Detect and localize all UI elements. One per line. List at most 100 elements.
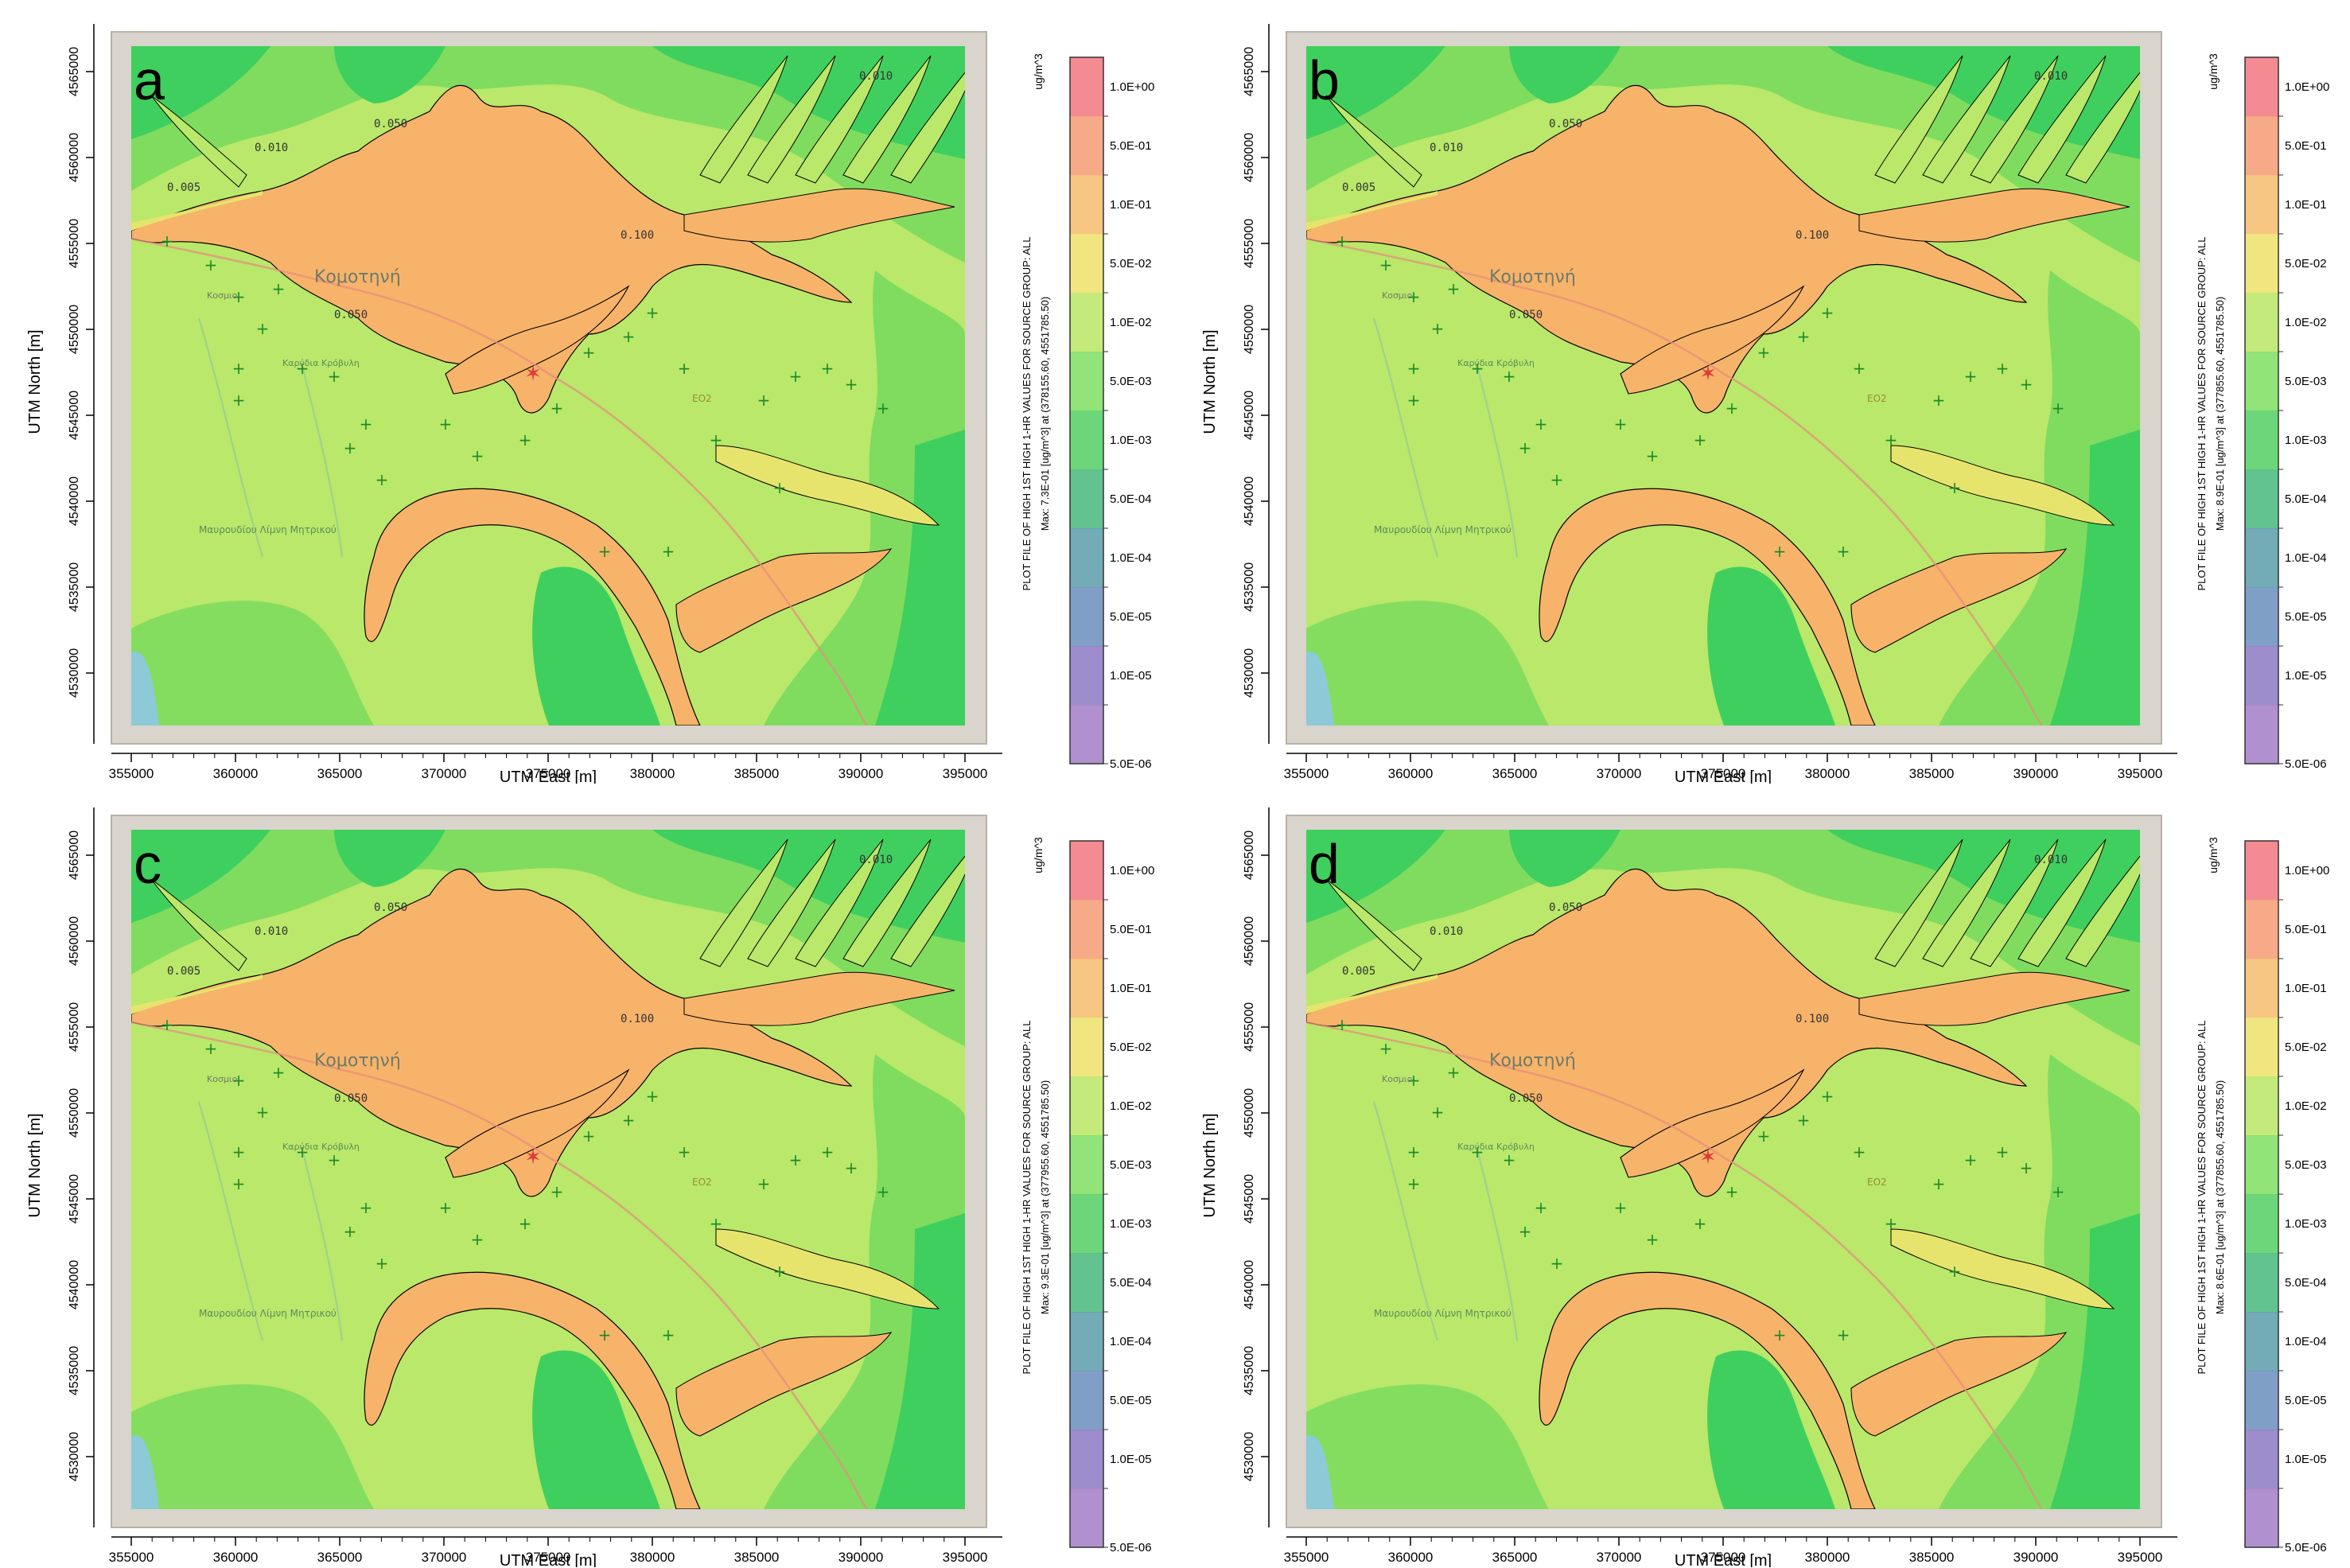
receptor-marker: + xyxy=(1885,1214,1898,1233)
map-label-village2: Καρύδια Κρόβυλη xyxy=(1457,1142,1535,1152)
x-tick-label: 380000 xyxy=(630,1550,675,1565)
receptor-marker: + xyxy=(821,1142,835,1161)
map-label-lagoon: Μαυρουδίου Λίμνη Μητρικού xyxy=(1374,524,1512,535)
receptor-marker: + xyxy=(789,367,803,386)
receptor-marker: + xyxy=(551,399,564,418)
receptor-marker: + xyxy=(1519,1222,1532,1241)
colorbar-swatch xyxy=(2245,528,2278,588)
plume-high-concentration xyxy=(1306,85,2028,414)
receptor-marker: + xyxy=(1407,391,1421,410)
y-tick-label: 4565000 xyxy=(68,831,81,880)
colorbar-swatch xyxy=(1070,175,1103,235)
y-tick-label: 4540000 xyxy=(1243,1260,1256,1309)
receptor-marker: + xyxy=(1964,367,1978,386)
y-tick-label: 4530000 xyxy=(1243,648,1256,698)
map-label-lagoon: Μαυρουδίου Λίμνη Μητρικού xyxy=(1374,1308,1512,1319)
receptor-marker: + xyxy=(2052,1182,2065,1201)
colorbar-swatch xyxy=(1070,587,1103,647)
receptor-marker: + xyxy=(375,470,389,489)
receptor-marker: + xyxy=(582,343,596,362)
colorbar-swatch xyxy=(2245,57,2278,117)
colorbar-swatch xyxy=(1070,1430,1103,1489)
x-tick-label: 395000 xyxy=(943,766,988,781)
road-line xyxy=(131,1021,868,1509)
axes: 355000 360000 365000 370000 375000 380000 3850… xyxy=(1201,24,2177,781)
colorbar-swatch xyxy=(1070,352,1103,411)
receptor-marker: + xyxy=(375,1254,389,1273)
receptor-marker: + xyxy=(1885,430,1898,449)
colorbar-unit: ug/m^3 xyxy=(1032,53,1045,90)
colorbar-label: 5.0E-02 xyxy=(2285,1041,2327,1054)
colorbar-swatch xyxy=(2245,1194,2278,1254)
receptor-marker: + xyxy=(877,399,890,418)
receptor-marker: + xyxy=(757,1174,771,1193)
receptor-marker: + xyxy=(1853,1142,1866,1161)
contour-label: 0.005 xyxy=(1342,181,1375,194)
x-tick-label: 355000 xyxy=(109,1550,154,1565)
y-tick-label: 4550000 xyxy=(1243,305,1256,354)
receptor-marker: + xyxy=(710,430,723,449)
contour-label: 0.010 xyxy=(2034,70,2068,83)
contour-label: 0.050 xyxy=(1509,309,1543,321)
plume-high-concentration xyxy=(1306,869,2028,1197)
colorbar-swatch xyxy=(2245,587,2278,647)
y-axis-label: UTM North [m] xyxy=(26,329,44,434)
colorbar-swatch xyxy=(1070,234,1103,294)
colorbar-swatch xyxy=(1070,1253,1103,1313)
road-line xyxy=(1306,237,2043,726)
receptor-marker: + xyxy=(471,1230,484,1249)
panel-letter: b xyxy=(1309,49,1340,111)
contour-label: 0.050 xyxy=(1549,901,1582,914)
x-tick-label: 360000 xyxy=(213,766,259,781)
map-label-city: Κομοτηνή xyxy=(314,267,401,287)
source-marker: ✶ xyxy=(524,1146,542,1169)
receptor-marker: + xyxy=(773,1262,787,1281)
receptor-marker: + xyxy=(773,478,787,497)
colorbar-label: 1.0E+00 xyxy=(2285,80,2329,94)
receptor-marker: + xyxy=(328,367,341,386)
y-tick-label: 4560000 xyxy=(1243,916,1256,966)
colorbar-label: 5.0E-04 xyxy=(2285,492,2327,506)
y-tick-label: 4565000 xyxy=(1243,831,1256,880)
map-plot-a: +++ ++++++++++++++++++++ +++++ +✶0.0100.050… xyxy=(26,24,1154,784)
receptor-marker: + xyxy=(1471,1142,1484,1161)
colorbar-swatch xyxy=(2245,1488,2278,1548)
colorbar-label: 1.0E-04 xyxy=(2285,1335,2327,1348)
receptor-marker: + xyxy=(204,255,218,274)
map-label-city: Κομοτηνή xyxy=(1489,267,1576,287)
receptor-marker: + xyxy=(296,359,309,378)
colorbar-label: 1.0E-02 xyxy=(2285,1099,2327,1113)
colorbar-swatch xyxy=(1070,1371,1103,1430)
x-tick-label: 355000 xyxy=(1284,766,1329,781)
receptor-marker: + xyxy=(1431,1103,1445,1122)
colorbar-swatch xyxy=(1070,410,1103,470)
receptor-marker: + xyxy=(662,542,675,561)
y-tick-label: 4530000 xyxy=(68,648,81,698)
receptor-marker: + xyxy=(471,446,484,465)
receptor-marker: + xyxy=(1726,399,1739,418)
panel-d: + + + + + + + + + + + + + + + + + + + + + + + + + + + + + ✶ 0.010 0.050… xyxy=(1175,784,2350,1567)
x-tick-label: 365000 xyxy=(317,766,363,781)
map-plot-b: + + + + + + + + + + + + + + + + + + + + + + + + + + + + + ✶ 0.010 0.050… xyxy=(1201,24,2329,784)
receptor-marker: + xyxy=(1614,414,1628,434)
colorbar-swatch xyxy=(1070,1194,1103,1254)
colorbar-label: 5.0E-01 xyxy=(1110,923,1152,936)
map-label-village: Κοσμιο xyxy=(207,1074,238,1084)
receptor-marker: + xyxy=(582,1126,596,1146)
colorbar-swatch xyxy=(2245,175,2278,235)
receptor-marker: + xyxy=(256,1103,270,1122)
receptor-marker: + xyxy=(344,438,357,457)
colorbar-label: 5.0E-03 xyxy=(1110,375,1152,388)
contour-label: 0.005 xyxy=(1342,965,1375,978)
road-line xyxy=(131,237,868,726)
x-tick-label: 370000 xyxy=(1597,1550,1642,1565)
contour-label: 0.100 xyxy=(1796,229,1829,242)
concentration-field: +++ ++++++++++++++++++++ +++++ +✶0.0100.050… xyxy=(131,46,965,726)
panel-a: + + + + + + + + + + + + + + + + + + + + + + + + + + + + + ✶ 0.010 0.050… xyxy=(0,0,1175,784)
receptor-marker: + xyxy=(1837,1325,1850,1344)
colorbar-swatch xyxy=(2245,959,2278,1018)
map-label-lagoon: Μαυρουδίου Λίμνη Μητρικού xyxy=(199,524,337,535)
receptor-marker: + xyxy=(360,414,373,434)
x-tick-label: 375000 xyxy=(526,1550,571,1565)
plot-title: PLOT FILE OF HIGH 1ST HIGH 1-HR VALUES F… xyxy=(1021,1021,1033,1375)
